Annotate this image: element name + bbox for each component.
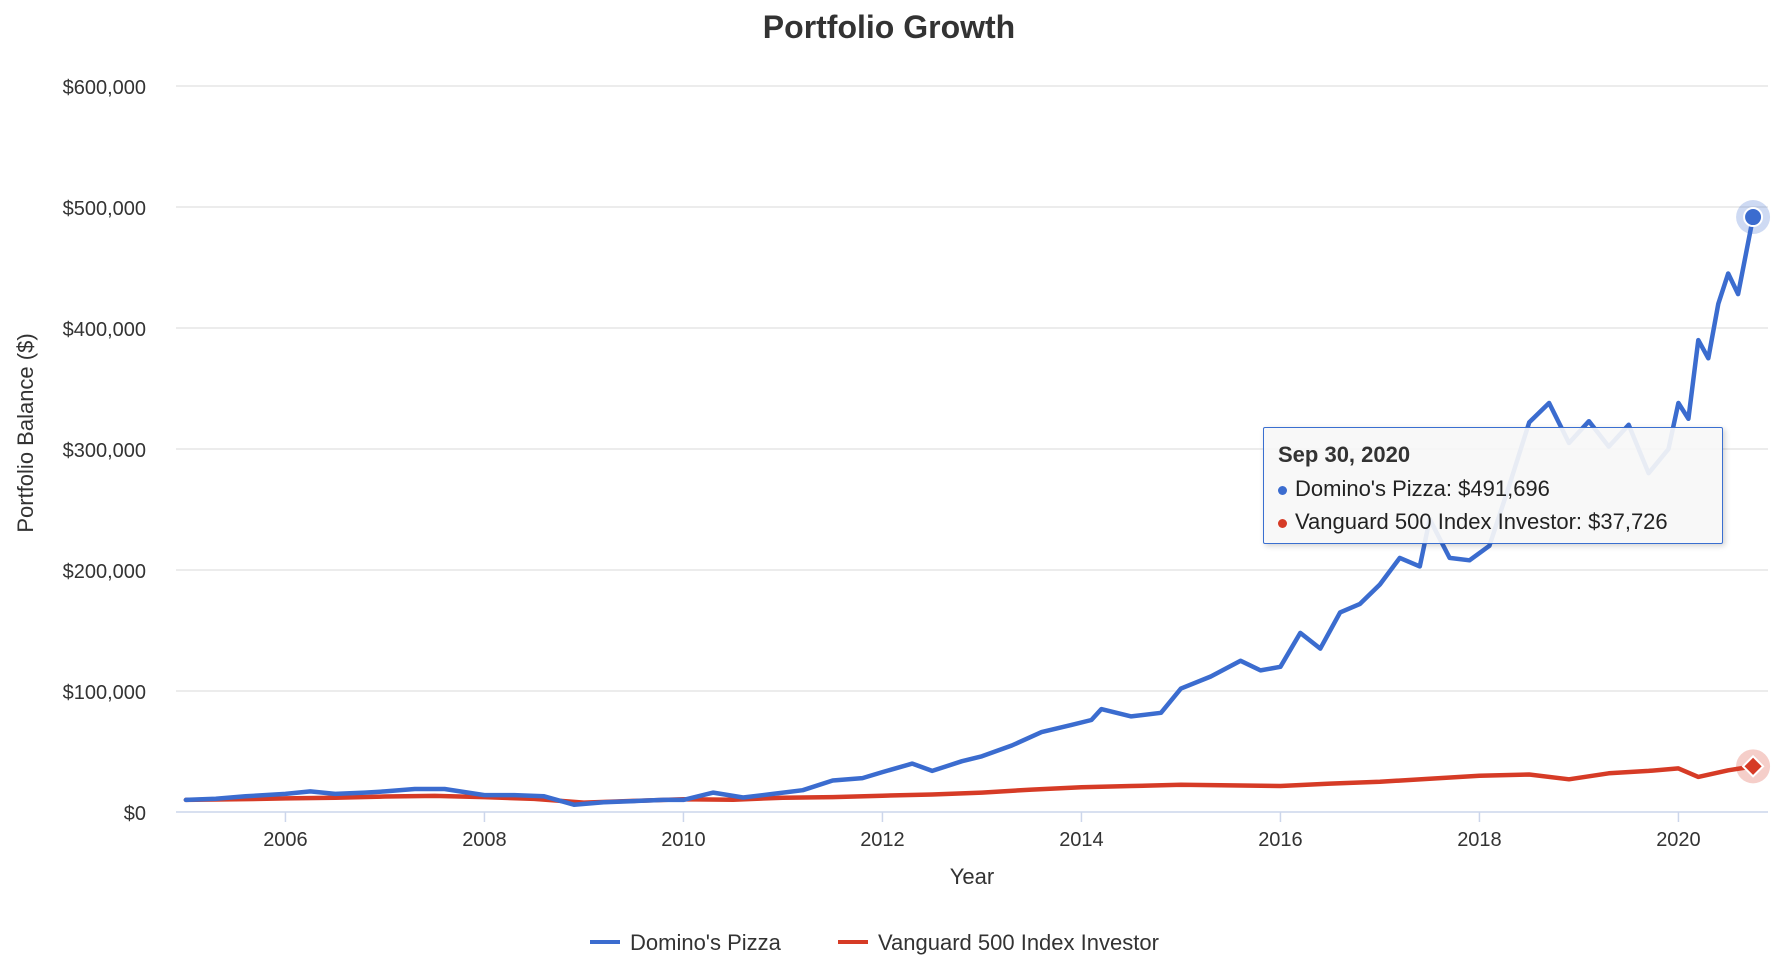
legend-label-vanguard: Vanguard 500 Index Investor (878, 930, 1159, 955)
x-tick-label: 2012 (860, 829, 905, 851)
x-tick-label: 2014 (1059, 829, 1104, 851)
x-tick-label: 2016 (1258, 829, 1303, 851)
y-axis-label: Portfolio Balance ($) (13, 333, 38, 532)
tooltip: Sep 30, 2020 Domino's Pizza: $491,696 Va… (1263, 427, 1723, 544)
y-tick-label: $0 (124, 803, 146, 825)
x-tick-label: 2008 (462, 829, 507, 851)
x-tick-label: 2020 (1656, 829, 1701, 851)
tooltip-date: Sep 30, 2020 (1278, 442, 1411, 467)
legend-label-dominos: Domino's Pizza (630, 930, 782, 955)
y-tick-label: $400,000 (63, 319, 146, 341)
x-axis-label: Year (950, 864, 994, 889)
legend-item-dominos[interactable]: Domino's Pizza (590, 930, 782, 955)
x-tick-label: 2010 (661, 829, 706, 851)
tooltip-row-dominos: Domino's Pizza: $491,696 (1278, 476, 1708, 502)
legend-item-vanguard[interactable]: Vanguard 500 Index Investor (838, 930, 1159, 955)
hover-marker-vanguard (1741, 754, 1765, 778)
tooltip-value-vanguard: Vanguard 500 Index Investor: $37,726 (1295, 509, 1668, 534)
tooltip-dot-dominos (1278, 485, 1287, 495)
series-line-vanguard-500-index-investor (183, 764, 1756, 805)
y-tick-label: $100,000 (63, 682, 146, 704)
grid-lines (176, 85, 1768, 692)
x-tick-label: 2006 (263, 829, 308, 851)
tooltip-row-vanguard: Vanguard 500 Index Investor: $37,726 (1278, 509, 1708, 535)
y-tick-label: $600,000 (63, 77, 146, 99)
x-tick-label: 2018 (1457, 829, 1502, 851)
y-tick-label: $300,000 (63, 440, 146, 462)
x-axis-ticks: 2006 2008 2010 2012 2014 2016 2018 2020 (263, 812, 1701, 851)
hover-marker-dominos (1743, 207, 1764, 228)
y-tick-label: $500,000 (63, 198, 146, 220)
hover-markers (1736, 200, 1771, 784)
y-axis-ticks: $0 $100,000 $200,000 $300,000 $400,000 $500,0… (63, 77, 146, 825)
y-tick-label: $200,000 (63, 561, 146, 583)
tooltip-dot-vanguard (1278, 518, 1287, 528)
chart-title: Portfolio Growth (763, 9, 1015, 45)
tooltip-value-dominos: Domino's Pizza: $491,696 (1295, 476, 1550, 501)
legend: Domino's Pizza Vanguard 500 Index Invest… (590, 930, 1159, 955)
